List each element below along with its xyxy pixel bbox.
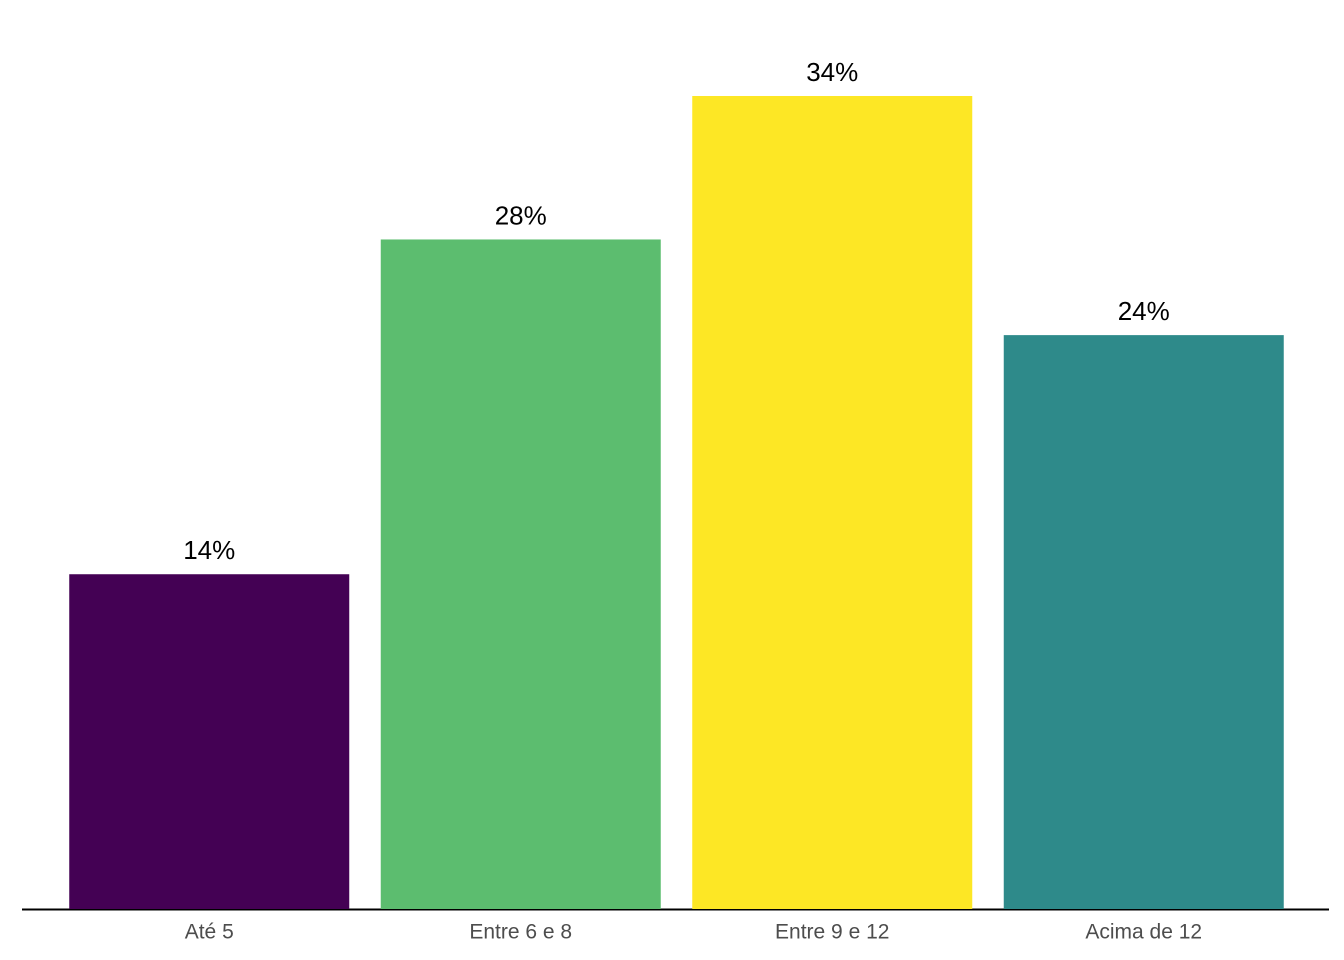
value-label: 24% xyxy=(1118,296,1170,326)
x-tick-label: Até 5 xyxy=(185,921,234,944)
value-label: 14% xyxy=(183,535,235,565)
x-tick-label: Entre 9 e 12 xyxy=(775,921,889,944)
value-label: 34% xyxy=(806,57,858,87)
x-tick-label: Acima de 12 xyxy=(1085,921,1202,944)
value-label: 28% xyxy=(495,200,547,230)
bar xyxy=(1003,335,1284,909)
bar xyxy=(380,239,661,909)
bar xyxy=(692,96,973,909)
x-tick-label: Entre 6 e 8 xyxy=(469,921,572,944)
bar xyxy=(69,574,350,909)
